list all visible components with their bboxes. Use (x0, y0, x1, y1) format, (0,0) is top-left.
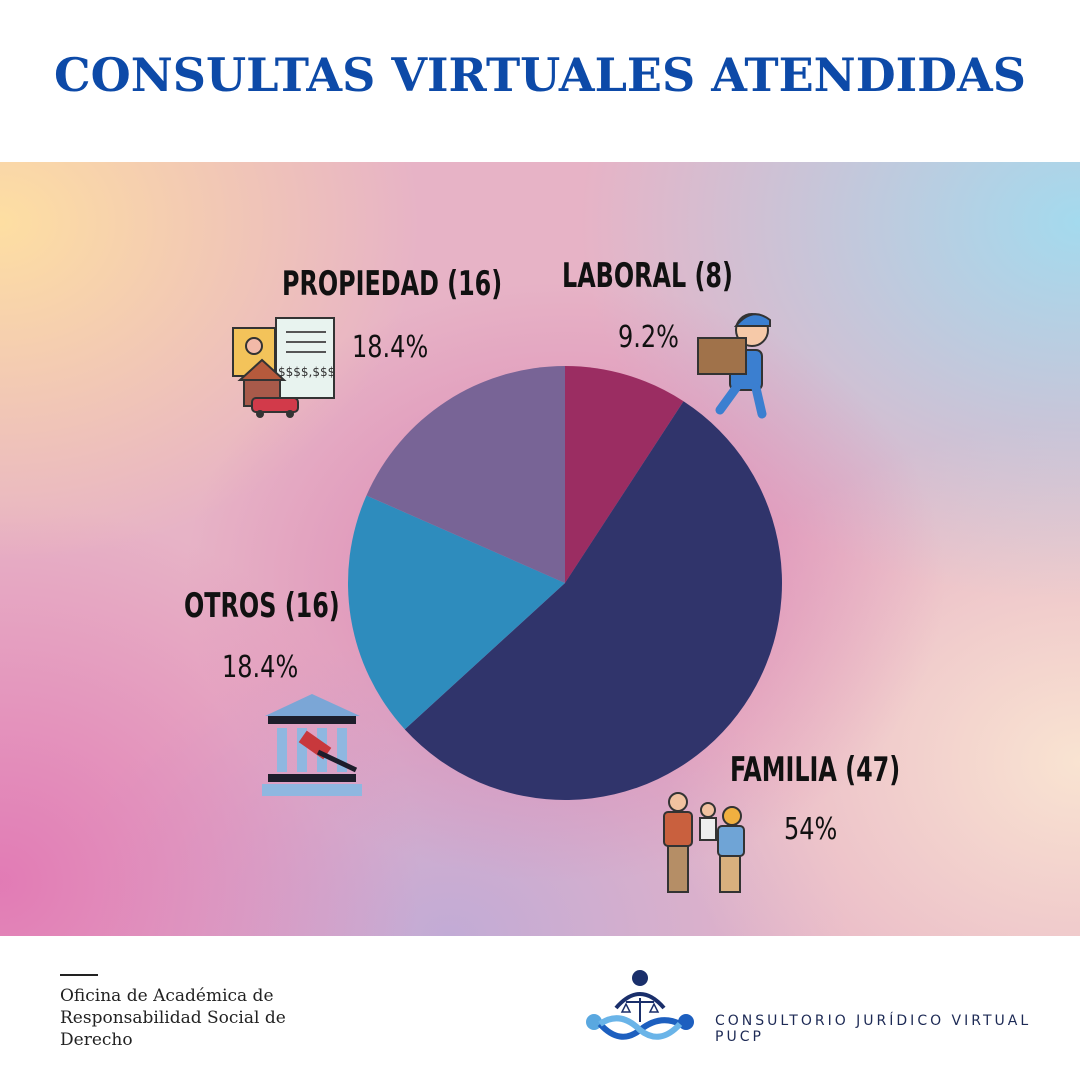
office-name: Oficina de Académica de Responsabilidad … (60, 985, 286, 1051)
laboral-label: LABORAL (8) (562, 256, 733, 296)
pie-slice-familia (404, 401, 783, 801)
worker-carrying-box-icon (697, 313, 771, 419)
property-documents-icon: $$$$,$$$ (232, 317, 335, 418)
brand-name: CONSULTORIO JURÍDICO VIRTUAL PUCP (715, 1013, 1032, 1045)
pie-slice-otros (348, 495, 565, 730)
otros-percent: 18.4% (222, 650, 299, 685)
propiedad-label: PROPIEDAD (16) (282, 264, 503, 304)
consultorio-logo-icon (586, 970, 694, 1040)
page-title: CONSULTAS VIRTUALES ATENDIDAS (54, 48, 1026, 102)
pie-slice-laboral (565, 366, 684, 583)
laboral-percent: 9.2% (618, 320, 679, 355)
pie-slice-propiedad (366, 366, 565, 583)
office-line: Derecho (60, 1030, 133, 1050)
familia-label: FAMILIA (47) (730, 750, 901, 790)
propiedad-percent: 18.4% (352, 330, 429, 365)
office-line: Oficina de Académica de (60, 986, 274, 1006)
family-icon (663, 792, 745, 893)
office-line: Responsabilidad Social de (60, 1008, 286, 1028)
familia-percent: 54% (784, 812, 838, 847)
svg-text:$$$$,$$$: $$$$,$$$ (278, 365, 335, 379)
otros-label: OTROS (16) (184, 586, 340, 626)
courthouse-gavel-icon (262, 694, 362, 796)
footer-divider (60, 974, 98, 976)
